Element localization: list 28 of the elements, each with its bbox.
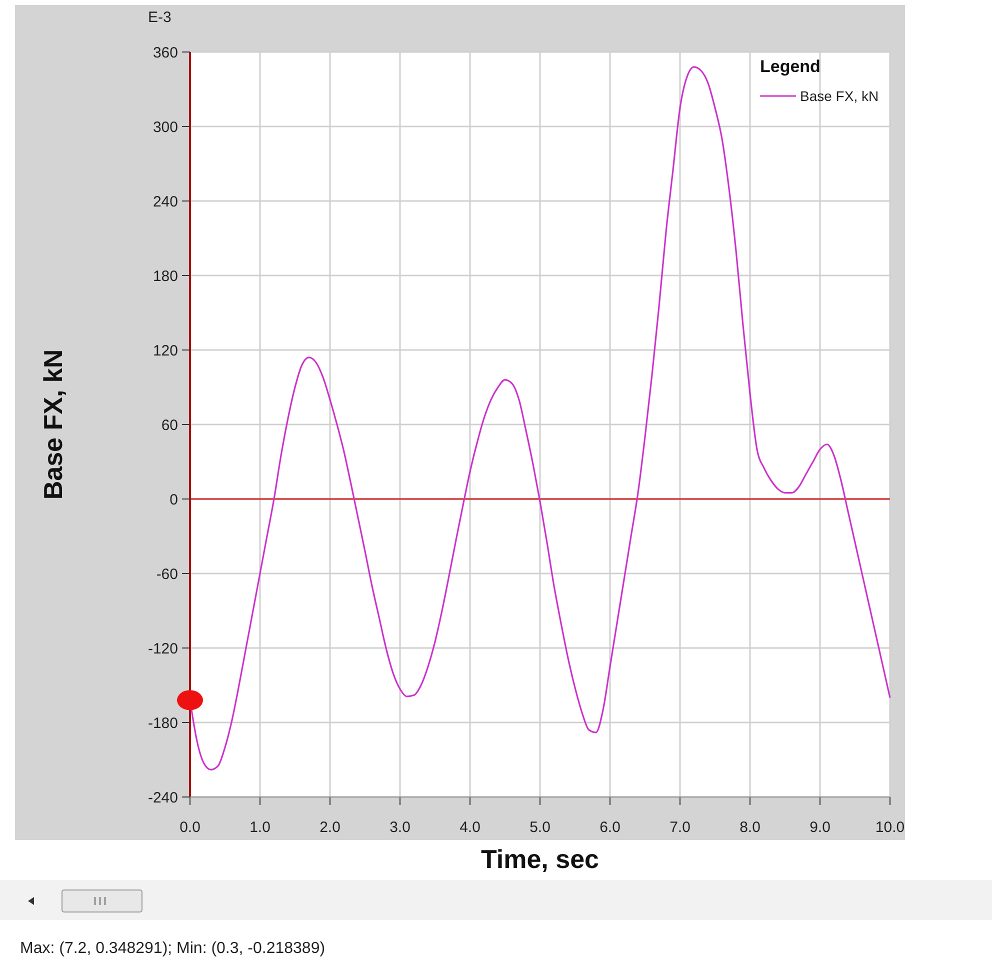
x-tick-label: 3.0: [390, 819, 410, 836]
y-tick-label: -60: [156, 566, 178, 583]
y-tick-label: 60: [161, 416, 178, 434]
y-tick-label: 120: [152, 342, 178, 360]
x-axis-title: Time, sec: [480, 844, 600, 874]
y-tick-label: 0: [170, 491, 178, 508]
y-axis-title: Base FX, kN: [38, 349, 68, 500]
y-tick-label: -240: [148, 789, 178, 806]
x-tick-label: 7.0: [670, 819, 690, 836]
legend-title: Legend: [760, 57, 820, 76]
y-tick-label: -180: [148, 714, 178, 732]
y-tick-label: 180: [152, 268, 178, 285]
y-tick-label: -120: [148, 640, 178, 658]
x-tick-label: 9.0: [810, 819, 830, 836]
x-tick-label: 5.0: [530, 819, 550, 836]
x-tick-label: 8.0: [740, 819, 760, 836]
x-tick-label: 6.0: [600, 819, 620, 836]
y-tick-label: 360: [152, 44, 178, 62]
text: Max: (7.2, 0.348291); Min: (0.3, -0.218389): [20, 940, 326, 957]
x-tick-label: 10.0: [875, 819, 905, 836]
x-tick-label: 4.0: [460, 819, 480, 836]
y-tick-label: 240: [152, 193, 178, 210]
x-tick-label: 0.0: [180, 819, 200, 836]
legend-label: Base FX, kN: [800, 88, 879, 104]
x-tick-label: 1.0: [250, 819, 270, 836]
y-tick-label: 300: [152, 118, 178, 136]
text: E-3: [148, 9, 172, 26]
x-tick-label: 2.0: [320, 819, 340, 836]
